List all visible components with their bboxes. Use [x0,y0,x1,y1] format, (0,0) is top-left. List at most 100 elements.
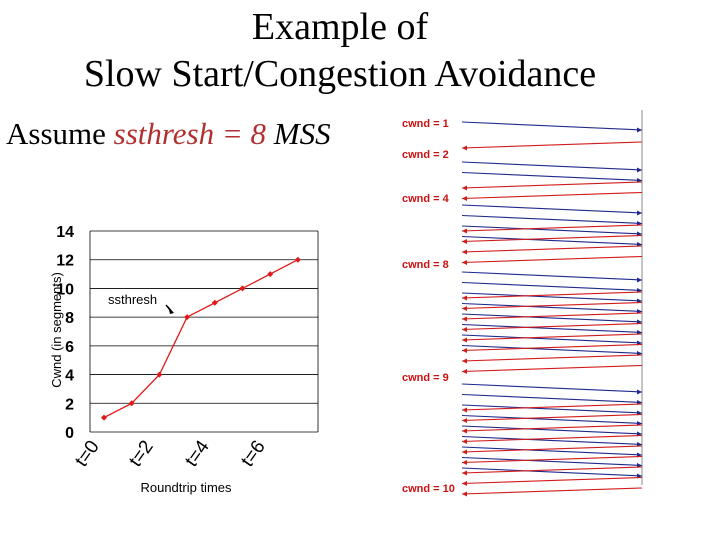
data-segment-arrow [461,425,643,435]
cwnd-label: cwnd = 8 [402,259,449,271]
ack-arrow [461,234,643,243]
ack-arrow [461,291,643,299]
ack-arrow [461,191,643,200]
y-axis-label: Cwnd (in segments) [49,272,64,388]
ack-arrow [461,476,643,485]
arrowhead [462,439,467,444]
arrowhead [462,428,467,434]
title-line-2: Slow Start/Congestion Avoidance [83,53,597,95]
y-tick-label: 6 [65,339,74,356]
arrowhead [462,295,467,301]
arrowhead [637,210,642,216]
arrowhead [462,260,467,265]
cwnd-label: cwnd = 1 [402,118,449,130]
data-segment-arrow [461,383,643,393]
data-segment-arrow [461,171,643,182]
data-point [128,400,135,407]
ack-arrow [461,322,643,331]
y-tick-label: 0 [65,425,74,442]
arrowhead [462,369,467,374]
cwnd-data-points [101,256,301,421]
ssthresh-expression: ssthresh = 8 [113,116,274,151]
cwnd-label: cwnd = 2 [402,149,449,161]
ack-arrow [461,312,643,320]
ack-arrow [461,224,643,232]
y-tick-label: 8 [65,310,74,327]
arrowhead [637,277,642,283]
x-axis-label: Roundtrip times [140,480,232,495]
arrowhead [462,196,467,201]
data-point [267,271,274,278]
assumption-prefix: Assume [6,116,114,151]
ssthresh-arrowhead [168,306,174,314]
arrowhead [637,127,642,133]
arrowhead [462,239,467,244]
mss-unit: MSS [273,116,331,151]
data-point [156,371,163,378]
ack-arrow [461,466,643,474]
ack-arrow [461,181,643,189]
arrowhead [462,491,467,497]
data-segment-arrow [461,393,643,404]
arrowhead [637,167,642,173]
y-tick-label: 2 [65,396,74,413]
cwnd-label: cwnd = 4 [402,193,450,205]
timeline-arrows [461,110,643,497]
arrowhead [462,327,467,332]
y-tick-label: 4 [65,368,74,385]
data-segment-arrow [461,214,643,225]
data-point [239,285,246,292]
y-tick-label: 14 [56,224,74,241]
data-segment-arrow [461,404,643,414]
data-point [211,299,218,306]
data-segment-arrow [461,334,643,344]
data-segment-arrow [461,235,643,246]
y-tick-label: 10 [56,281,74,298]
arrowhead [462,316,467,322]
ack-arrow [461,245,643,253]
data-segment-arrow [461,302,643,313]
ack-arrow [461,403,643,411]
ack-arrow [461,413,643,422]
ack-arrow [461,434,643,443]
ack-arrow [461,445,643,453]
data-segment-arrow [461,467,643,477]
ack-arrow [461,424,643,432]
data-segment-arrow [461,161,643,171]
arrowhead [462,337,467,343]
arrowhead [462,145,467,151]
cwnd-label: cwnd = 10 [402,483,455,495]
data-segment-arrow [461,204,643,214]
arrowhead [462,185,467,191]
cwnd-series-line [103,259,299,419]
data-point [184,314,191,321]
arrowhead [462,470,467,476]
data-segment-arrow [461,281,643,292]
ack-arrow [461,364,643,373]
data-segment-arrow [461,271,643,281]
data-segment-arrow [461,446,643,456]
arrowhead [462,306,467,311]
cwnd-label: cwnd = 9 [402,372,449,384]
assumption-text: Assume ssthresh = 8 MSS [6,116,331,152]
data-point [101,414,107,421]
y-tick-labels: 0 2 4 6 8 10 12 14 [56,224,74,442]
arrowhead [462,418,467,423]
data-segment-arrow [461,456,643,467]
arrowhead [462,228,467,234]
ack-arrow [461,301,643,310]
data-segment-arrow [461,121,643,131]
arrowhead [462,407,467,413]
data-segment-arrow [461,313,643,323]
ack-arrow [461,141,643,149]
data-point [294,256,301,263]
arrowhead [462,481,467,486]
arrowhead [462,249,467,255]
data-segment-arrow [461,414,643,425]
arrowhead [462,449,467,455]
ack-arrow [461,487,643,495]
arrowhead [637,389,642,395]
data-segment-arrow [461,225,643,235]
chart-grid [89,230,319,433]
